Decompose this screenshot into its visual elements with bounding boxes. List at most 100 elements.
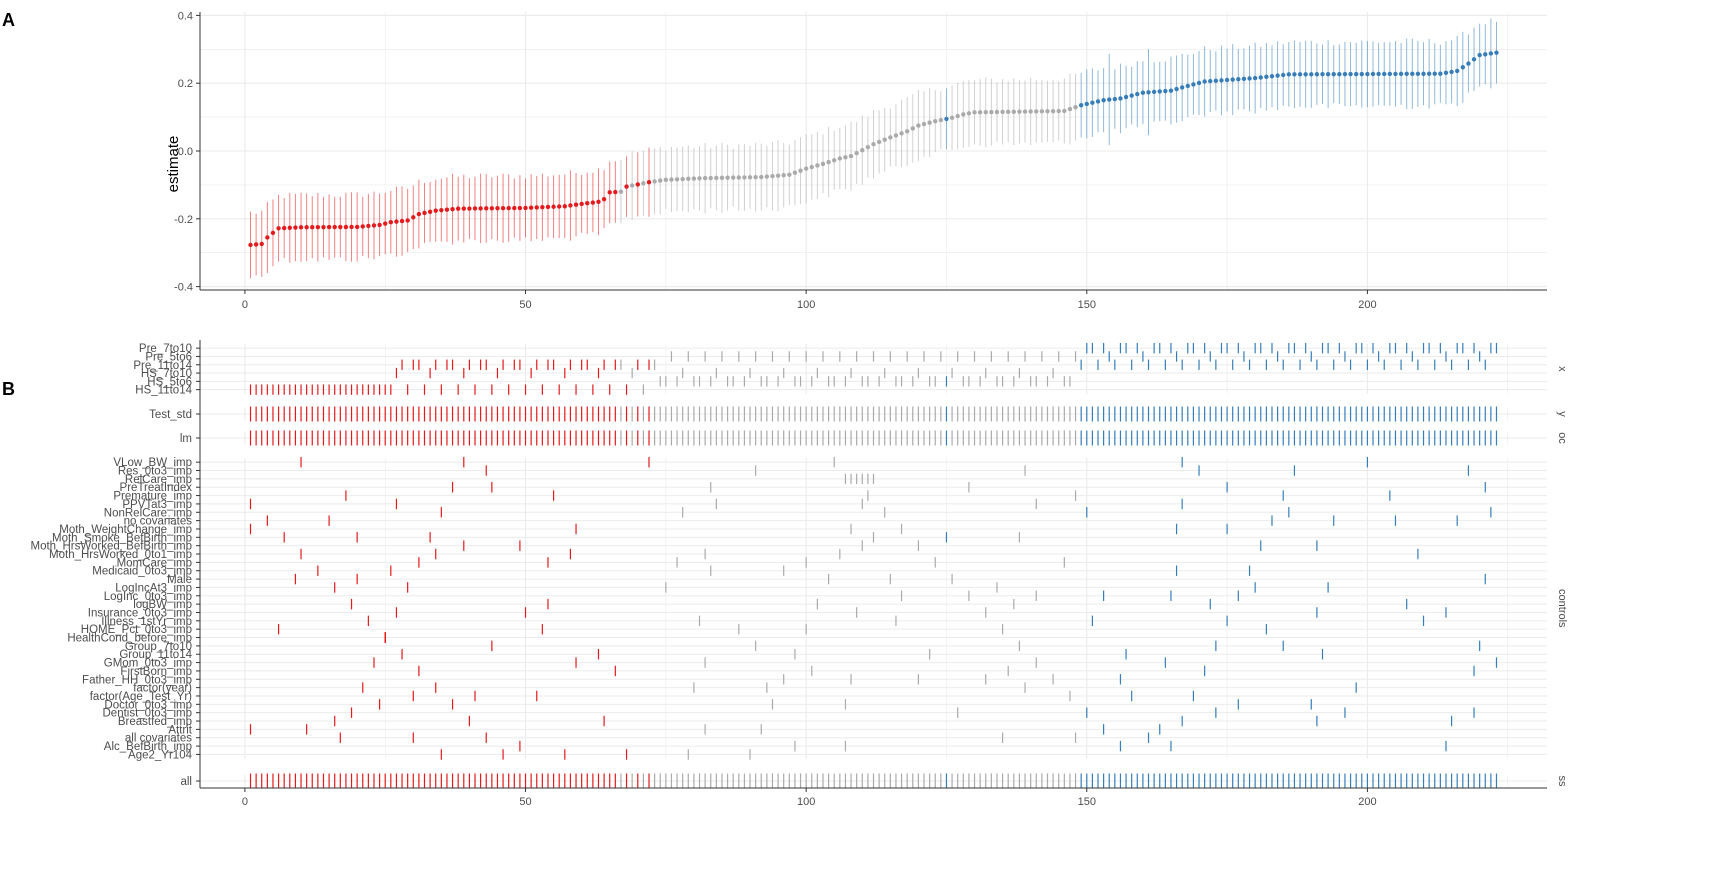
panel-a-label: A (2, 10, 15, 30)
matrix-row-label: Insurance_0to3_imp (88, 607, 192, 619)
matrix-x-tick-label: 100 (797, 796, 815, 808)
matrix-row-label: logBW_imp (133, 599, 192, 611)
estimate-point (573, 202, 579, 207)
estimate-point (955, 113, 960, 119)
estimate-point (540, 205, 545, 210)
estimate-point (427, 209, 433, 214)
matrix-row-label: Moth_HrsWorked_0to1_imp (49, 549, 192, 561)
estimate-point (708, 175, 713, 181)
estimate-point (248, 242, 253, 248)
matrix-row-label: VLow_BW_imp (113, 457, 192, 469)
estimate-point (500, 205, 506, 211)
y-tick-label: -0.4 (174, 282, 193, 294)
x-tick-label: 50 (519, 299, 531, 311)
estimate-point (321, 224, 326, 230)
estimate-point (691, 176, 697, 181)
estimate-point (1466, 61, 1471, 66)
matrix-row-label: MomCare_imp (117, 557, 192, 569)
specification-matrix-panel: Pre_7to10Pre_5to6Pre_11to14HS_7to10HS_5t… (31, 340, 1568, 808)
estimate-point (338, 224, 343, 230)
matrix-row-label: HS_7to10 (141, 368, 192, 380)
estimate-point (579, 201, 584, 207)
estimate-point (1039, 109, 1045, 114)
estimate-point (832, 158, 837, 163)
estimate-point (1056, 108, 1061, 114)
estimate-point (809, 164, 814, 170)
estimate-point (820, 161, 826, 167)
estimate-point (472, 206, 478, 211)
estimate-point (686, 176, 691, 182)
estimate-point (1264, 74, 1269, 80)
estimate-point (517, 205, 523, 211)
estimate-point (399, 218, 405, 224)
facet-strip-label: oc (1556, 432, 1568, 444)
estimate-point (1118, 96, 1123, 101)
estimate-point (624, 184, 629, 189)
estimate-point (680, 176, 685, 182)
estimate-point (1202, 79, 1207, 84)
matrix-row-label: factor(year) (133, 683, 192, 695)
estimate-point (388, 219, 394, 225)
estimate-point (1314, 72, 1320, 77)
estimate-point (366, 223, 371, 229)
estimate-point (433, 208, 438, 213)
estimate-point (512, 205, 517, 211)
estimate-point (354, 224, 360, 230)
estimate-point (641, 181, 646, 186)
estimate-point (888, 135, 893, 140)
estimate-point (933, 118, 938, 124)
estimate-point (1421, 71, 1426, 76)
estimate-point (848, 153, 854, 159)
matrix-x-tick-label: 0 (242, 796, 248, 808)
estimate-point (972, 110, 977, 115)
estimate-point (1067, 106, 1073, 112)
estimate-point (1095, 99, 1101, 104)
matrix-x-tick-label: 50 (519, 796, 531, 808)
estimate-point (719, 175, 725, 181)
estimate-point (1107, 97, 1112, 102)
estimate-point (585, 201, 590, 206)
estimate-point (1022, 109, 1028, 114)
estimate-point (1281, 72, 1286, 78)
estimate-point (1017, 109, 1022, 114)
matrix-row-label: all covariates (125, 733, 192, 745)
estimate-point (860, 147, 865, 153)
facet-strip-label: y (1556, 411, 1568, 417)
matrix-row-label: all (180, 776, 192, 788)
estimate-point (1337, 71, 1342, 77)
x-tick-label: 150 (1078, 299, 1096, 311)
matrix-row-label: Medicaid_0to3_imp (92, 566, 192, 578)
estimate-point (803, 166, 809, 171)
estimate-point (495, 206, 500, 211)
estimate-point (1286, 72, 1292, 77)
estimate-point (259, 241, 264, 247)
estimate-point (484, 206, 489, 211)
estimate-points (248, 50, 1499, 248)
matrix-row-label: Group_11to14 (119, 649, 192, 661)
estimate-point (1078, 103, 1084, 108)
estimate-point (725, 175, 730, 180)
matrix-x-axis: 0 50 100 150 200 (199, 340, 1547, 808)
matrix-row-label: Test_std (149, 409, 192, 421)
estimate-point (1382, 71, 1387, 77)
estimate-point (607, 190, 612, 195)
matrix-row-label: NonRelCare_imp (104, 507, 192, 519)
estimate-point (1129, 93, 1134, 98)
estimate-point (921, 121, 927, 127)
estimate-point (455, 206, 461, 211)
matrix-row-label: factor(Age_Test_Yr) (90, 691, 192, 703)
estimate-point (1135, 91, 1140, 97)
estimate-point (439, 207, 444, 213)
facet-strip-label: controls (1556, 589, 1568, 628)
estimate-point (1073, 104, 1078, 110)
matrix-row-label: no covariates (124, 516, 193, 528)
y-axis-title: estimate (165, 136, 182, 193)
estimate-point (523, 205, 528, 211)
estimate-point (994, 109, 1000, 115)
estimate-point (1247, 76, 1252, 81)
estimate-point (1303, 72, 1308, 77)
estimate-point (349, 224, 354, 230)
estimate-point (764, 174, 770, 179)
estimate-point (1348, 71, 1353, 77)
